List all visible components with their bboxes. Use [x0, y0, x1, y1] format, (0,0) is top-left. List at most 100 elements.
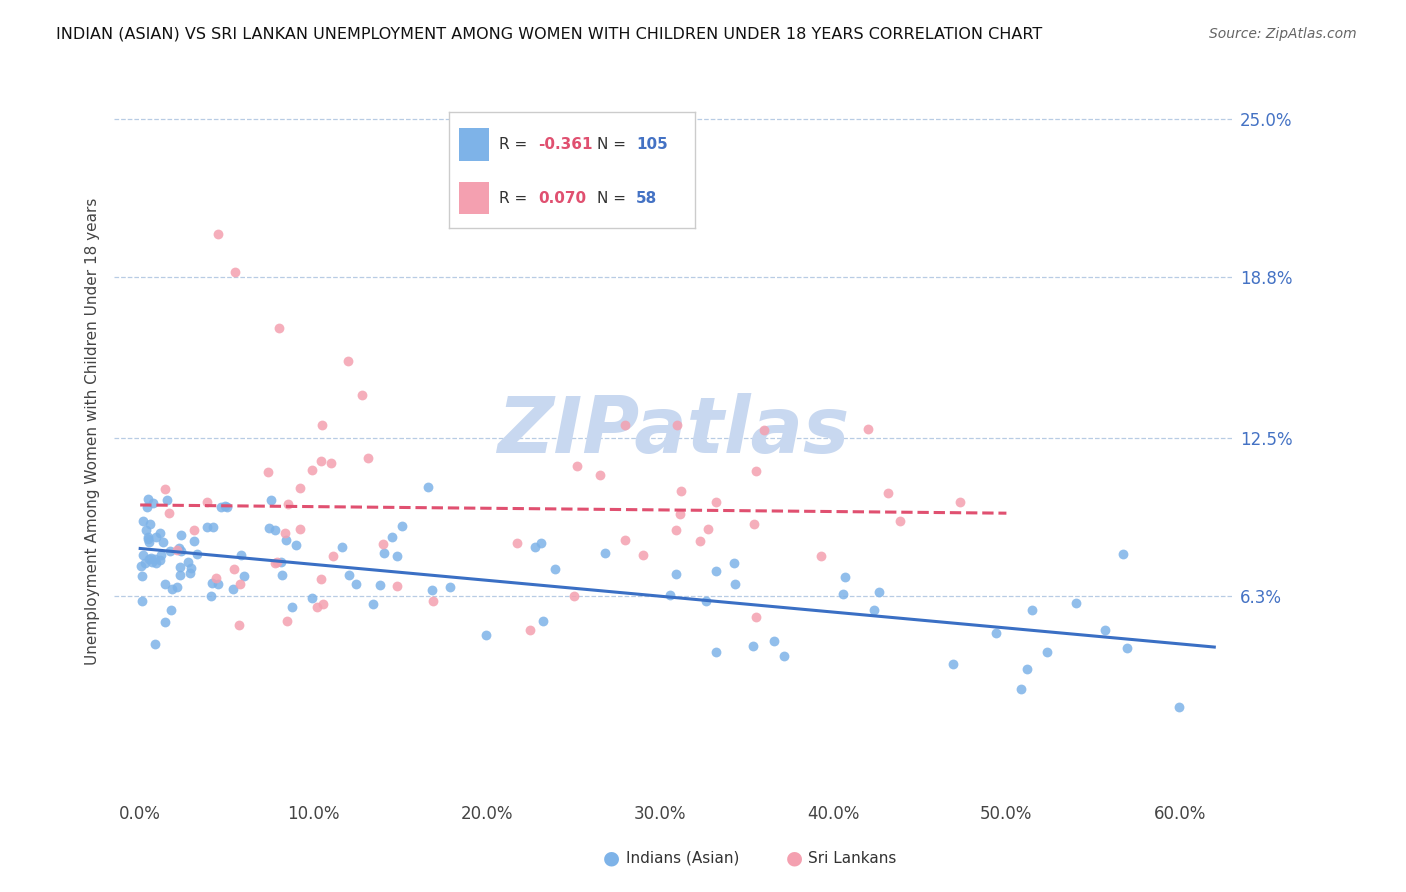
Point	[186, 547, 208, 561]
Point	[231, 549, 253, 563]
Point	[266, 555, 288, 569]
Point	[723, 556, 745, 570]
Point	[179, 566, 201, 580]
Point	[259, 493, 281, 508]
Point	[276, 533, 298, 547]
Point	[531, 614, 554, 628]
Point	[145, 556, 167, 570]
Point	[167, 541, 190, 555]
Point	[614, 418, 637, 433]
Point	[131, 594, 153, 608]
Point	[1116, 641, 1139, 656]
Point	[264, 524, 287, 538]
Point	[284, 538, 307, 552]
Point	[416, 480, 439, 494]
Point	[139, 550, 162, 565]
Point	[665, 566, 688, 581]
Point	[136, 532, 159, 546]
Point	[145, 530, 167, 544]
Point	[233, 569, 256, 583]
Point	[344, 577, 367, 591]
Point	[373, 546, 395, 560]
Point	[311, 418, 333, 433]
Point	[183, 533, 205, 548]
Point	[141, 555, 163, 569]
Point	[169, 568, 191, 582]
Point	[723, 577, 745, 591]
Point	[1015, 662, 1038, 676]
Point	[773, 648, 796, 663]
Point	[159, 544, 181, 558]
Point	[301, 463, 323, 477]
Point	[614, 533, 637, 548]
Point	[810, 549, 832, 563]
Point	[309, 454, 332, 468]
Point	[942, 657, 965, 672]
Point	[506, 536, 529, 550]
Point	[155, 493, 177, 508]
Point	[704, 645, 727, 659]
Point	[689, 534, 711, 549]
Point	[593, 546, 616, 560]
Point	[530, 536, 553, 550]
Point	[205, 571, 228, 585]
Point	[149, 549, 172, 563]
Point	[155, 482, 177, 496]
Point	[132, 514, 155, 528]
Text: Indians (Asian): Indians (Asian)	[626, 851, 740, 865]
Point	[180, 560, 202, 574]
Point	[214, 499, 236, 513]
Point	[153, 615, 176, 629]
Point	[381, 530, 404, 544]
Point	[222, 562, 245, 576]
Point	[337, 354, 360, 368]
Point	[170, 544, 193, 558]
Point	[695, 594, 717, 608]
Point	[831, 587, 853, 601]
Text: ZIPatlas: ZIPatlas	[496, 393, 849, 469]
Point	[439, 581, 461, 595]
Point	[669, 483, 692, 498]
Point	[224, 265, 246, 279]
Point	[706, 494, 728, 508]
Point	[361, 597, 384, 611]
Point	[1021, 603, 1043, 617]
Point	[633, 549, 655, 563]
Point	[207, 577, 229, 591]
Point	[270, 555, 292, 569]
Point	[385, 549, 408, 563]
Point	[567, 458, 589, 473]
Point	[742, 639, 765, 653]
Point	[143, 552, 166, 566]
Point	[665, 418, 688, 433]
Point	[162, 582, 184, 596]
Point	[276, 614, 298, 628]
Point	[170, 527, 193, 541]
Point	[228, 618, 250, 632]
Point	[132, 548, 155, 562]
Point	[697, 522, 720, 536]
Y-axis label: Unemployment Among Women with Children Under 18 years: Unemployment Among Women with Children U…	[86, 198, 100, 665]
Point	[744, 517, 766, 532]
Point	[311, 572, 333, 586]
Point	[267, 321, 290, 335]
Point	[274, 525, 297, 540]
Point	[1168, 700, 1191, 714]
Point	[1064, 596, 1087, 610]
Point	[166, 543, 188, 558]
Text: ●: ●	[603, 848, 620, 868]
Point	[752, 423, 775, 437]
Point	[195, 495, 218, 509]
Point	[305, 599, 328, 614]
Point	[202, 520, 225, 534]
Point	[949, 495, 972, 509]
Text: Sri Lankans: Sri Lankans	[808, 851, 897, 865]
Point	[222, 582, 245, 596]
Point	[589, 467, 612, 482]
Point	[138, 552, 160, 566]
Point	[257, 521, 280, 535]
Point	[288, 522, 311, 536]
Point	[475, 628, 498, 642]
Point	[1036, 645, 1059, 659]
Point	[745, 609, 768, 624]
